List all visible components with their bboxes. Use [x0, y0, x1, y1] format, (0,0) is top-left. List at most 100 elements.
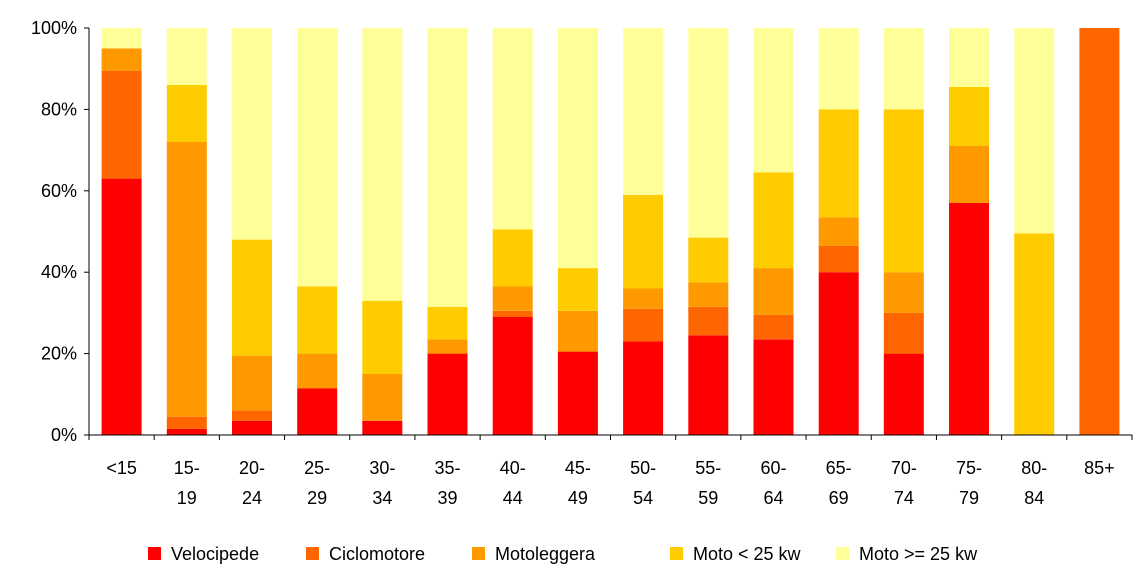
x-tick-label: 74: [894, 488, 914, 508]
bar-segment-velocipede-11: [818, 272, 859, 435]
bar-segment-motoleggera-7: [557, 310, 598, 352]
x-tick-label: 34: [372, 488, 392, 508]
x-tick-label: 55-: [695, 458, 721, 478]
bar-segment-velocipede-12: [883, 353, 924, 435]
bar-segment-velocipede-6: [492, 317, 533, 435]
x-tick-label: 85+: [1084, 458, 1115, 478]
x-tick-label: 20-: [239, 458, 265, 478]
x-tick-label: 24: [242, 488, 262, 508]
x-tick-label: 44: [503, 488, 523, 508]
bar-segment-moto-25-kw-11: [818, 28, 859, 110]
bar-segment-moto-25-kw-2: [232, 239, 272, 356]
bar-segment-velocipede-3: [297, 388, 338, 435]
y-tick-label: 60%: [41, 181, 77, 201]
bar-segment-ciclomotore-11: [818, 245, 859, 273]
bar-segment-moto-25-kw-13: [949, 28, 989, 87]
x-tick-label: 60-: [760, 458, 786, 478]
bar-segment-velocipede-7: [557, 351, 598, 435]
bar-segment-velocipede-5: [427, 353, 468, 435]
bar-segment-moto-25-kw-1: [166, 85, 207, 142]
bar-segment-ciclomotore-8: [623, 308, 664, 342]
bar-segment-velocipede-8: [623, 341, 664, 435]
legend-label: Motoleggera: [495, 544, 596, 564]
x-tick-label: 80-: [1021, 458, 1047, 478]
bar-segment-motoleggera-5: [427, 339, 468, 354]
bar-segment-velocipede-13: [949, 203, 989, 435]
bar-segment-velocipede-4: [362, 420, 403, 435]
bar-segment-ciclomotore-2: [232, 410, 272, 421]
legend-swatch: [148, 547, 161, 560]
bar-segment-ciclomotore-1: [166, 416, 207, 429]
legend-swatch: [836, 547, 849, 560]
bar-segment-moto-25-kw-9: [688, 28, 729, 238]
bar-segment-moto-25-kw-4: [362, 300, 403, 374]
bar-segment-velocipede-10: [753, 339, 794, 435]
y-tick-label: 20%: [41, 344, 77, 364]
x-tick-label: <15: [106, 458, 137, 478]
x-tick-label: 79: [959, 488, 979, 508]
bar-segment-ciclomotore-6: [492, 310, 533, 317]
legend-label: Velocipede: [171, 544, 259, 564]
x-tick-label: 64: [763, 488, 783, 508]
bar-segment-ciclomotore-9: [688, 306, 729, 336]
x-tick-label: 15-: [174, 458, 200, 478]
legend: Velocipede Ciclomotore Motoleggera Moto < 2…: [148, 544, 978, 564]
x-tick-label: 84: [1024, 488, 1044, 508]
x-axis: <15 15- 19 20- 24 25- 29 30- 34 35- 39 40- 44 45- 49 50…: [88, 434, 1133, 508]
bar-segment-moto-25-kw-6: [492, 229, 533, 287]
bar-segment-moto-25-kw-0: [101, 28, 142, 49]
bar-segment-moto-25-kw-11: [818, 109, 859, 218]
bar-segment-moto-25-kw-10: [753, 28, 794, 173]
bar-segment-ciclomotore-15: [1079, 28, 1120, 435]
x-tick-label: 25-: [304, 458, 330, 478]
x-tick-label: 35-: [435, 458, 461, 478]
legend-label: Ciclomotore: [329, 544, 425, 564]
bar-segment-moto-25-kw-7: [557, 28, 598, 269]
bar-segment-ciclomotore-10: [753, 314, 794, 340]
x-tick-label: 69: [829, 488, 849, 508]
x-tick-label: 50-: [630, 458, 656, 478]
legend-swatch: [306, 547, 319, 560]
bar-segment-moto-25-kw-3: [297, 286, 338, 354]
bar-segment-ciclomotore-12: [883, 312, 924, 354]
x-tick-label: 49: [568, 488, 588, 508]
bar-segment-moto-25-kw-9: [688, 237, 729, 283]
bar-segment-velocipede-9: [688, 335, 729, 435]
bar-segment-motoleggera-4: [362, 373, 403, 421]
legend-label: Moto < 25 kw: [693, 544, 802, 564]
x-tick-label: 54: [633, 488, 653, 508]
bar-segment-moto-25-kw-10: [753, 172, 794, 269]
x-tick-label: 29: [307, 488, 327, 508]
plot-area: [101, 28, 1120, 435]
bar-segment-moto-25-kw-5: [427, 306, 468, 340]
x-tick-label: 59: [698, 488, 718, 508]
bar-segment-motoleggera-6: [492, 286, 533, 311]
bar-segment-moto-25-kw-5: [427, 28, 468, 307]
bar-segment-moto-25-kw-13: [949, 87, 989, 146]
x-tick-label: 75-: [956, 458, 982, 478]
y-tick-label: 40%: [41, 262, 77, 282]
bar-segment-motoleggera-3: [297, 353, 338, 389]
x-tick-label: 30-: [369, 458, 395, 478]
bar-segment-velocipede-1: [166, 428, 207, 435]
x-tick-label: 65-: [826, 458, 852, 478]
legend-swatch: [472, 547, 485, 560]
bar-segment-velocipede-2: [232, 420, 272, 435]
bar-segment-motoleggera-0: [101, 48, 142, 71]
legend-swatch: [670, 547, 683, 560]
bar-segment-velocipede-0: [101, 178, 142, 435]
bar-segment-moto-25-kw-8: [623, 28, 664, 195]
bar-segment-motoleggera-9: [688, 282, 729, 307]
bar-segment-moto-25-kw-4: [362, 28, 403, 301]
bar-segment-moto-25-kw-6: [492, 28, 533, 230]
x-tick-label: 45-: [565, 458, 591, 478]
y-tick-label: 0%: [51, 425, 77, 445]
bar-segment-ciclomotore-0: [101, 70, 142, 179]
bar-segment-moto-25-kw-3: [297, 28, 338, 287]
bar-segment-motoleggera-11: [818, 217, 859, 246]
y-tick-label: 80%: [41, 99, 77, 119]
bar-segment-motoleggera-12: [883, 272, 924, 313]
bar-segment-moto-25-kw-14: [1014, 28, 1055, 234]
bar-segment-moto-25-kw-12: [883, 28, 924, 110]
